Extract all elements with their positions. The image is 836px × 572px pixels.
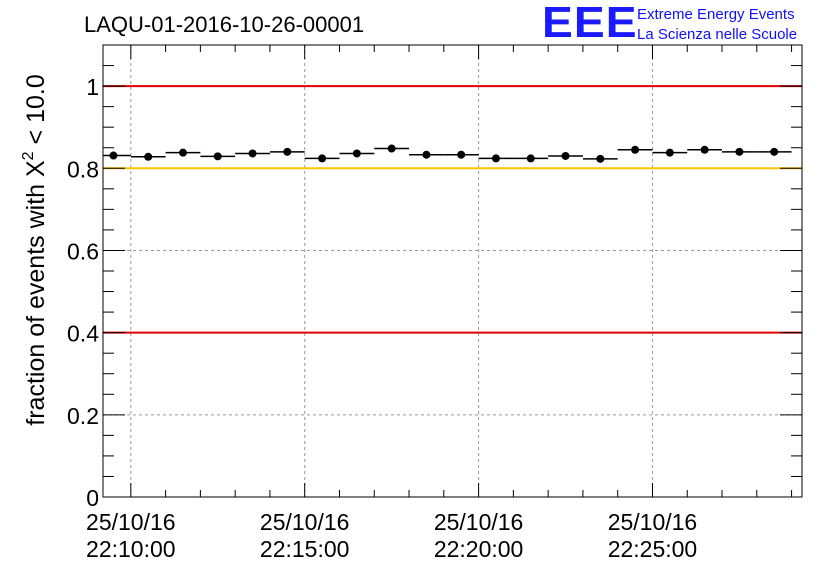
data-series (103, 144, 792, 163)
data-point (665, 148, 674, 157)
y-tick-label: 0.4 (67, 321, 99, 347)
data-point (561, 151, 570, 160)
x-tick-label-time: 22:25:00 (608, 536, 698, 562)
y-axis-label-suffix: < 10.0 (22, 74, 50, 151)
x-tick-label-date: 25/10/16 (608, 509, 698, 535)
reference-lines (103, 85, 802, 334)
y-tick-label: 0.8 (67, 156, 99, 182)
x-tick-label-time: 22:10:00 (86, 536, 176, 562)
data-point (144, 152, 153, 161)
data-point (213, 152, 222, 161)
y-tick-label: 0.2 (67, 403, 99, 429)
data-point (352, 149, 361, 158)
x-tick-label-time: 22:15:00 (260, 536, 350, 562)
axis-ticks (103, 44, 802, 498)
data-point (283, 147, 292, 156)
data-point (457, 150, 466, 159)
x-tick-label-time: 22:20:00 (434, 536, 524, 562)
data-point (735, 147, 744, 156)
y-axis-label-exponent: 2 (20, 151, 37, 160)
x-tick-label-date: 25/10/16 (434, 509, 524, 535)
data-point (422, 150, 431, 159)
y-axis-label: fraction of events with X2 < 10.0 (20, 74, 50, 425)
data-point (770, 147, 779, 156)
data-point (109, 151, 118, 160)
data-point (318, 154, 327, 163)
data-point (491, 154, 500, 163)
chart-title: LAQU-01-2016-10-26-00001 (84, 12, 364, 37)
data-point (596, 154, 605, 163)
data-point (631, 145, 640, 154)
chi-symbol: X (22, 160, 50, 177)
data-point (248, 149, 257, 158)
data-point (526, 154, 535, 163)
plot-frame (102, 44, 803, 498)
x-tick-label-date: 25/10/16 (260, 509, 350, 535)
data-point (178, 148, 187, 157)
y-tick-label: 0 (86, 485, 99, 511)
data-point (700, 145, 709, 154)
eee-logo-mark: EEE (542, 0, 638, 47)
y-tick-label: 1 (86, 74, 99, 100)
grid-lines (103, 45, 802, 497)
y-tick-label: 0.6 (67, 238, 99, 264)
data-point (387, 144, 396, 153)
logo-line-2: La Scienza nelle Scuole (637, 26, 798, 43)
eee-logo: EEE Extreme Energy Events La Scienza nel… (542, 0, 832, 47)
tick-labels: 00.20.40.60.8125/10/1622:10:0025/10/1622… (67, 74, 697, 562)
y-axis-label-prefix: fraction of events with (22, 177, 50, 426)
logo-line-1: Extreme Energy Events (637, 6, 795, 23)
x-tick-label-date: 25/10/16 (86, 509, 176, 535)
